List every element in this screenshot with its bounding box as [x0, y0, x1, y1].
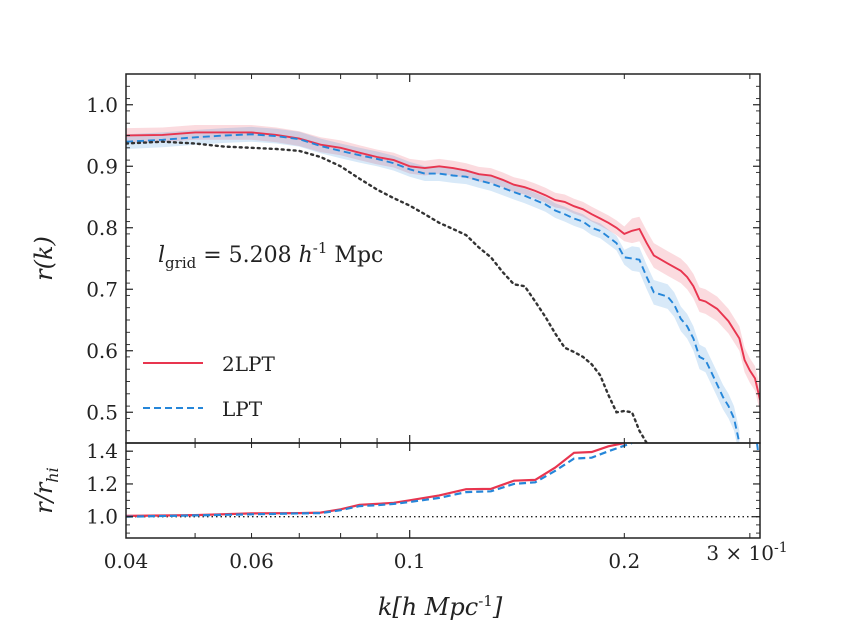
xtick-label-sci-exp: -1: [774, 540, 788, 556]
main-ytick-label: 0.6: [86, 339, 118, 363]
xlabel-close: ]: [492, 593, 503, 621]
xlabel: k[h Mpc-1]: [378, 592, 503, 621]
annot-l: l: [158, 243, 165, 268]
ratio-ytick-label: 1.2: [86, 472, 118, 496]
ratio-ytick-label: 1.4: [86, 439, 118, 463]
legend-label-2lpt: 2LPT: [222, 352, 275, 376]
xlabel-exp: -1: [478, 592, 493, 610]
annot-unit: Mpc: [327, 243, 383, 268]
xlabel-main: k[h Mpc: [378, 593, 478, 621]
annot-value: = 5.208: [196, 243, 298, 268]
main-ytick-label: 0.9: [86, 154, 118, 178]
annot-h: h: [299, 243, 313, 268]
band-lpt: [126, 126, 740, 443]
line-lpt: [126, 133, 741, 443]
ratio-panel: 1.01.21.40.04 0.06 0.1 0.2 3 × 10-1r/rhik[h …: [30, 74, 788, 621]
line-reference-dotted: [126, 140, 648, 443]
ratio-ylabel-sub: hi: [43, 467, 62, 482]
main-panel: 0.5 0.6 0.7 0.8 0.9 1.0 r(k): [30, 73, 761, 444]
annot-sub: grid: [165, 254, 197, 272]
xtick-label: 0.04: [104, 549, 149, 573]
main-ytick-label: 1.0: [86, 93, 118, 117]
ratio-line-lpt-edge: [756, 443, 759, 452]
annot-exp: -1: [313, 239, 328, 257]
main-ylabel: r(k): [30, 236, 58, 281]
line-2lpt: [126, 131, 760, 401]
ratio-plot-area: [126, 443, 760, 518]
xtick-label: 0.1: [394, 549, 426, 573]
ratio-ytick-label: 1.0: [86, 505, 118, 529]
main-ytick-label: 0.5: [86, 400, 118, 424]
xtick-label-sci: 3 × 10-1: [706, 540, 787, 565]
ratio-ylabel: r/rhi: [30, 467, 62, 513]
ratio-ylabel-main: r/r: [30, 481, 58, 514]
main-ytick-label: 0.7: [86, 277, 118, 301]
annotation-layer: lgrid = 5.208 h-1 Mpc 2LPT LPT: [143, 239, 383, 421]
main-ytick-label: 0.8: [86, 216, 118, 240]
main-plot-area: [126, 125, 760, 443]
legend: 2LPT LPT: [143, 352, 275, 421]
ratio-line-lpt: [126, 443, 633, 518]
grid-annotation: lgrid = 5.208 h-1 Mpc: [158, 239, 383, 272]
legend-label-lpt: LPT: [222, 397, 263, 421]
ratio-line-2lpt: [126, 443, 625, 517]
xtick-label-sci-base: 3 × 10: [706, 541, 774, 565]
xtick-label: 0.06: [229, 549, 274, 573]
ratio-frame: [125, 442, 761, 539]
xtick-label: 0.2: [608, 549, 640, 573]
